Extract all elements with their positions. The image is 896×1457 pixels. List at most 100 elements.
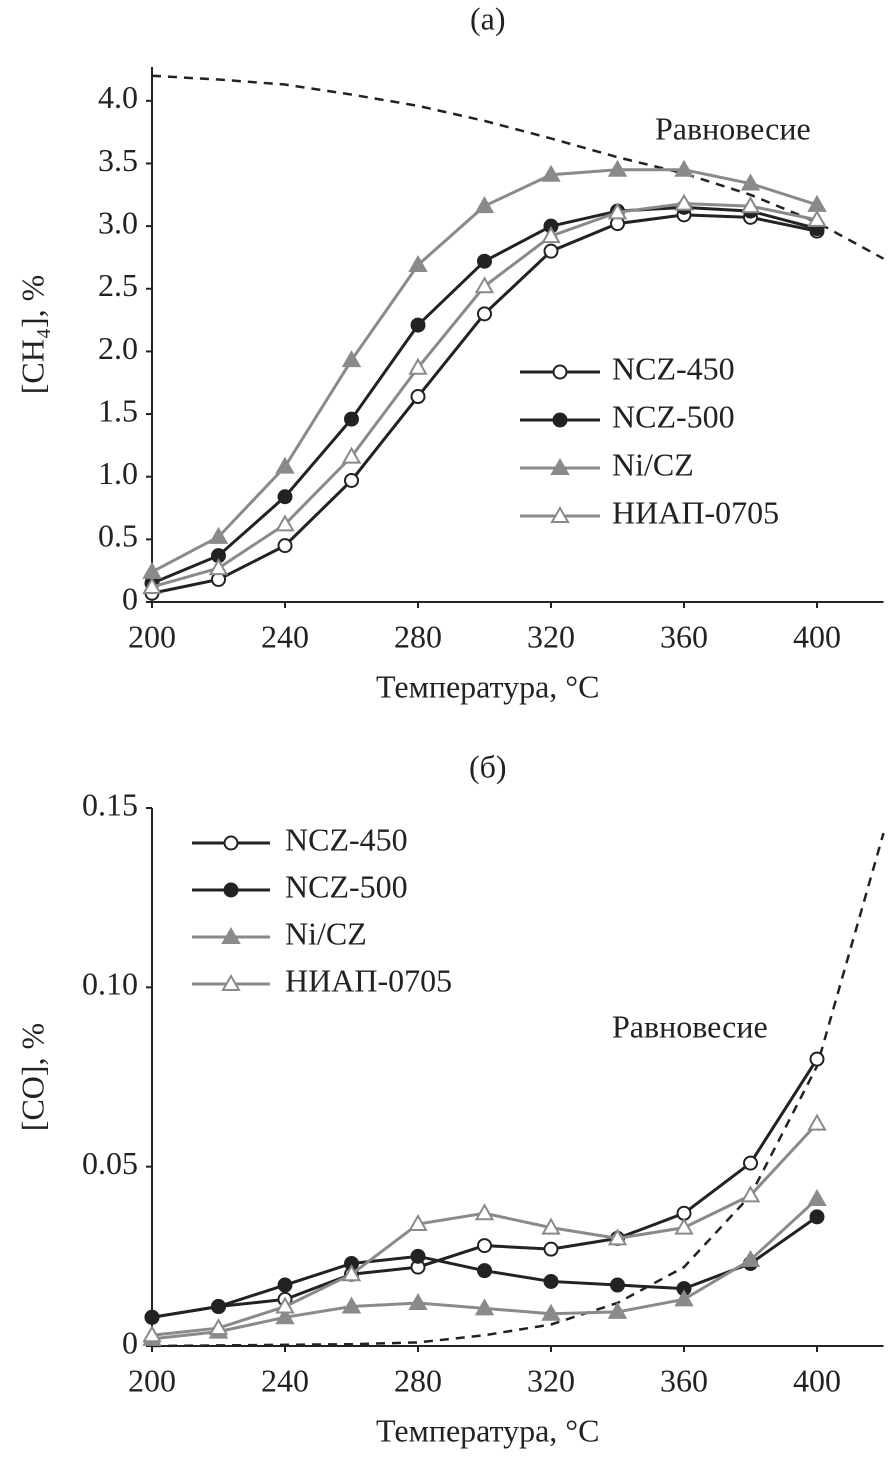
marker bbox=[142, 561, 162, 579]
marker bbox=[743, 1155, 758, 1171]
marker bbox=[341, 446, 362, 464]
marker bbox=[607, 1228, 628, 1246]
marker bbox=[674, 193, 694, 211]
y-tick-label: 4.0 bbox=[98, 79, 138, 115]
y-tick-label: 3.0 bbox=[98, 204, 138, 240]
equilibrium-line bbox=[151, 832, 885, 1348]
y-tick-label: 0 bbox=[122, 1324, 138, 1360]
y-tick-label: 3.5 bbox=[98, 142, 138, 178]
x-tick-label: 320 bbox=[527, 1362, 575, 1398]
x-tick-label: 360 bbox=[660, 618, 708, 654]
marker bbox=[674, 159, 694, 177]
marker bbox=[410, 1248, 426, 1264]
marker bbox=[277, 1277, 293, 1293]
y-tick-label: 0 bbox=[122, 580, 138, 616]
marker bbox=[807, 1188, 827, 1206]
legend-marker bbox=[550, 505, 570, 523]
marker bbox=[341, 1296, 362, 1314]
marker bbox=[477, 1238, 492, 1254]
marker bbox=[607, 202, 628, 220]
marker bbox=[477, 1263, 492, 1279]
chart-title: (а) bbox=[470, 0, 506, 36]
marker bbox=[474, 1203, 495, 1221]
marker bbox=[410, 317, 426, 333]
marker bbox=[208, 558, 229, 576]
marker bbox=[807, 209, 827, 227]
x-tick-label: 240 bbox=[261, 618, 309, 654]
marker bbox=[142, 1325, 162, 1343]
marker bbox=[740, 1185, 761, 1203]
legend-label: NCZ-450 bbox=[285, 821, 408, 857]
marker bbox=[477, 306, 492, 322]
legend-marker bbox=[550, 457, 570, 475]
marker bbox=[408, 357, 428, 375]
marker bbox=[277, 538, 293, 554]
marker bbox=[211, 1299, 226, 1315]
y-axis-label: [CO], % bbox=[14, 1023, 50, 1131]
y-tick-label: 0.5 bbox=[98, 518, 138, 554]
y-tick-label: 1.0 bbox=[98, 455, 138, 491]
marker bbox=[807, 1113, 827, 1131]
x-tick-label: 200 bbox=[128, 1362, 176, 1398]
y-tick-label: 2.5 bbox=[98, 267, 138, 303]
equilibrium-label: Равновесие bbox=[655, 110, 811, 146]
legend-marker bbox=[552, 412, 568, 428]
marker bbox=[541, 1303, 561, 1321]
y-tick-label: 0.05 bbox=[82, 1145, 138, 1181]
x-tick-label: 240 bbox=[261, 1362, 309, 1398]
marker bbox=[275, 514, 295, 532]
marker bbox=[541, 164, 561, 182]
marker bbox=[607, 1301, 628, 1319]
equilibrium-line bbox=[151, 74, 885, 260]
legend-marker bbox=[223, 835, 239, 851]
marker bbox=[543, 1273, 559, 1289]
legend-label: NCZ-500 bbox=[612, 398, 735, 434]
marker bbox=[474, 276, 495, 294]
x-tick-label: 400 bbox=[793, 618, 841, 654]
y-tick-label: 2.0 bbox=[98, 330, 138, 366]
legend-label: NCZ-500 bbox=[285, 868, 408, 904]
marker bbox=[610, 1277, 625, 1293]
marker bbox=[674, 1217, 694, 1235]
marker bbox=[408, 254, 428, 272]
x-tick-label: 200 bbox=[128, 618, 176, 654]
marker bbox=[809, 1051, 825, 1067]
legend-marker bbox=[221, 973, 241, 991]
legend-label: Ni/CZ bbox=[285, 915, 367, 951]
marker bbox=[543, 243, 559, 259]
x-tick-label: 280 bbox=[394, 1362, 442, 1398]
legend-label: НИАП-0705 bbox=[612, 494, 779, 530]
marker bbox=[275, 1307, 295, 1325]
marker bbox=[408, 1214, 428, 1232]
marker bbox=[809, 1209, 825, 1225]
marker bbox=[408, 1292, 428, 1310]
marker bbox=[275, 456, 295, 474]
x-tick-label: 280 bbox=[394, 618, 442, 654]
x-axis-label: Температура, °C bbox=[376, 668, 599, 704]
legend-marker bbox=[552, 364, 568, 380]
marker bbox=[477, 253, 492, 269]
y-tick-label: 0.15 bbox=[82, 786, 138, 822]
x-tick-label: 360 bbox=[660, 1362, 708, 1398]
marker bbox=[740, 196, 761, 214]
marker bbox=[541, 226, 561, 244]
marker bbox=[607, 159, 628, 177]
marker bbox=[341, 1264, 362, 1282]
legend-marker bbox=[223, 882, 239, 898]
marker bbox=[142, 576, 162, 594]
marker bbox=[144, 1309, 160, 1325]
legend-label: НИАП-0705 bbox=[285, 962, 452, 998]
legend-label: NCZ-450 bbox=[612, 350, 735, 386]
marker bbox=[344, 472, 359, 488]
marker bbox=[740, 173, 761, 191]
marker bbox=[344, 411, 359, 427]
marker bbox=[474, 196, 495, 214]
marker bbox=[208, 526, 229, 544]
marker bbox=[341, 350, 362, 368]
marker bbox=[208, 1318, 229, 1336]
y-tick-label: 0.10 bbox=[82, 966, 138, 1002]
marker bbox=[275, 1296, 295, 1314]
equilibrium-label: Равновесие bbox=[612, 1008, 768, 1044]
marker bbox=[277, 489, 293, 505]
